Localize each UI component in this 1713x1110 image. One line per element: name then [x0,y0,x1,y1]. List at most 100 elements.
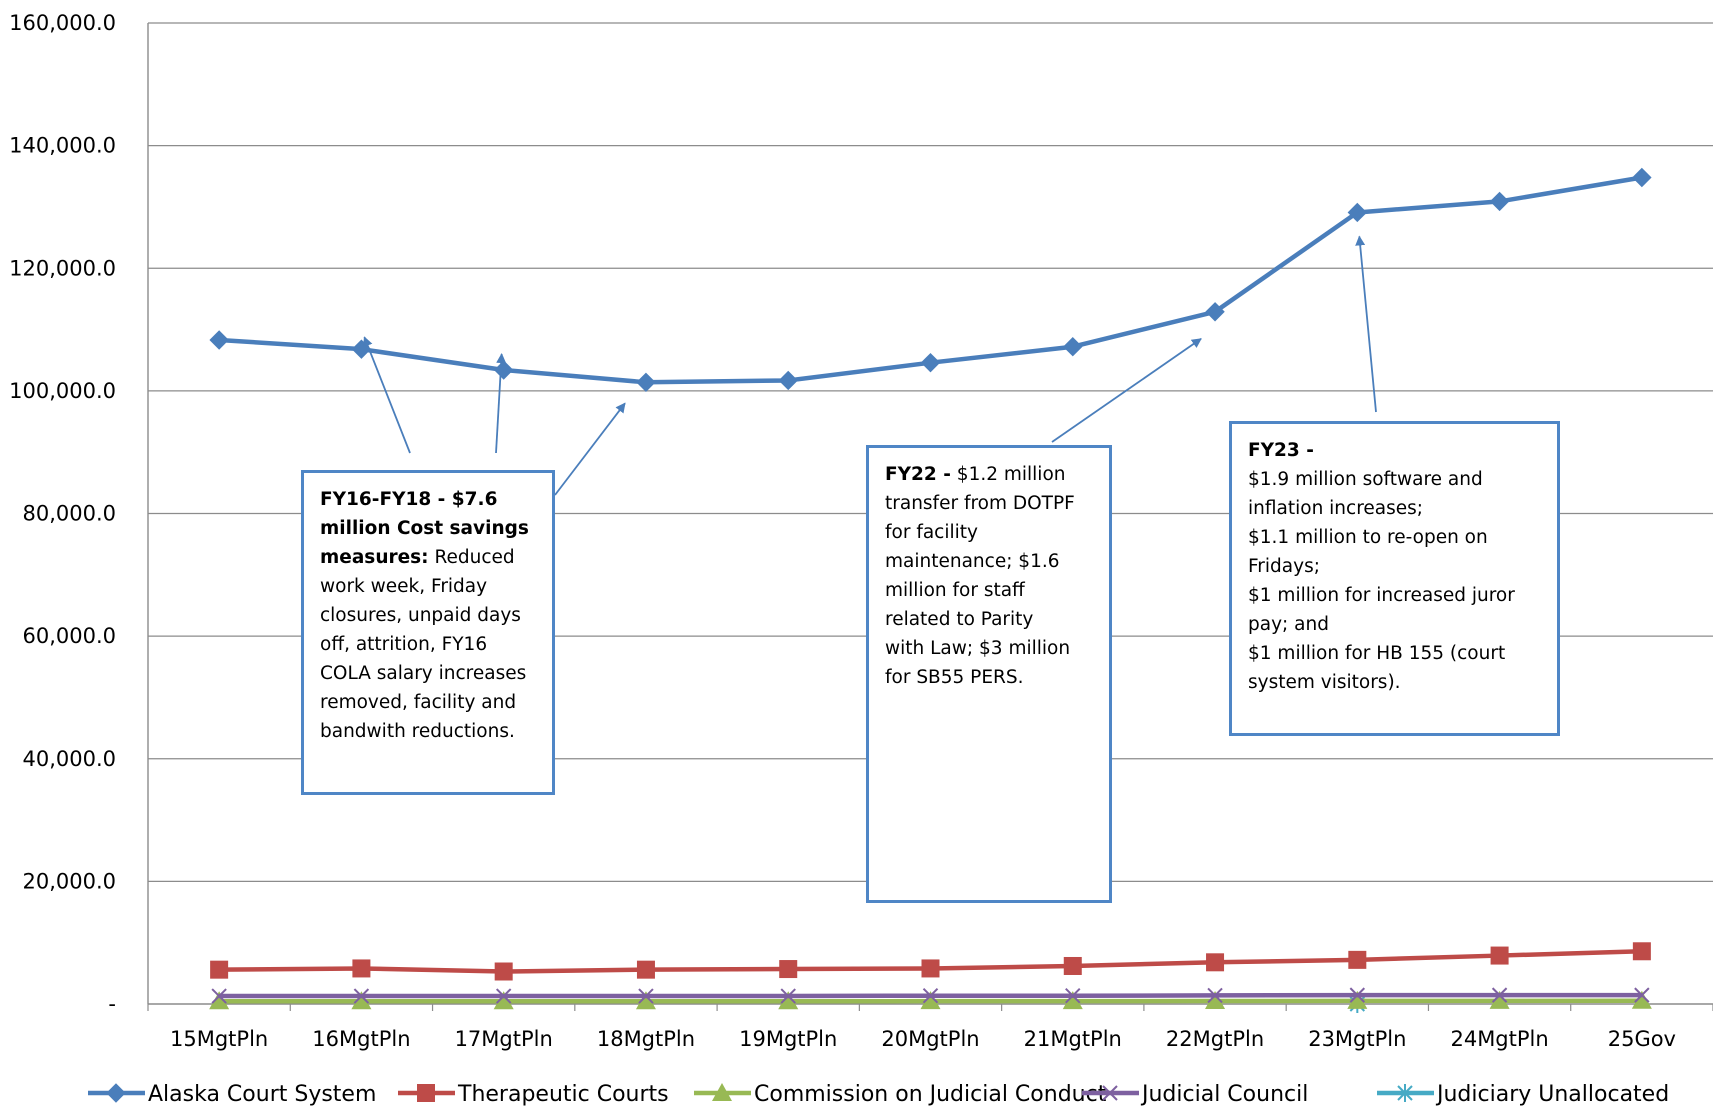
annotation-line: $1.9 million software and [1248,469,1483,490]
annotation-line: FY23 - [1248,440,1314,461]
annotation-line: closures, unpaid days [320,605,521,626]
series-line [218,175,1643,385]
data-point-marker [1065,988,1081,1004]
series [209,167,1652,1013]
legend-item: Judiciary Unallocated [1377,1082,1669,1107]
y-tick-label: 40,000.0 [22,747,116,771]
legend-label: Judiciary Unallocated [1435,1082,1669,1107]
annotation-line: FY22 - $1.2 million [885,464,1066,485]
x-tick-label: 24MgtPln [1450,1027,1548,1051]
x-tick-label: 18MgtPln [597,1027,695,1051]
data-point-marker [1489,990,1510,1009]
data-point-marker [106,1083,126,1103]
data-point-marker [1205,302,1225,322]
data-point-marker [922,988,939,1004]
data-point-marker [351,991,372,1010]
data-point-marker [353,988,370,1004]
annotation-line: $1.1 million to re-open on [1248,527,1488,548]
y-tick-label: 120,000.0 [9,256,116,280]
annotation-line: removed, facility and [320,692,517,713]
data-point-marker [1490,946,1509,965]
y-tick-label: 140,000.0 [9,134,116,158]
axes: - 20,000.0 40,000.0 60,000.0 80,000.0 100,000… [9,11,1713,1051]
annotation-fy16: FY16-FY18 - $7.6 million Cost savings me… [301,470,555,795]
data-point-marker [636,960,655,979]
data-point-marker [494,962,513,981]
legend-item: Commission on Judicial Conduct [694,1082,1107,1107]
data-point-marker [493,360,514,380]
annotation-line: bandwith reductions. [320,721,515,742]
data-point-marker [209,991,230,1010]
legend: Alaska Court System Therapeutic Courts Com… [88,1082,1669,1107]
y-tick-label: 80,000.0 [22,502,116,526]
data-point-marker [921,959,940,978]
annotation-line: FY16-FY18 - $7.6 [320,489,498,510]
data-point-marker [1348,950,1367,969]
annotation-line: system visitors). [1248,672,1401,693]
data-point-marker [1063,337,1083,357]
data-point-marker [493,991,514,1010]
data-point-marker [778,370,798,391]
data-point-marker [779,960,798,979]
annotation-line: for facility [885,522,978,543]
data-point-marker [920,991,941,1010]
annotation-line: maintenance; $1.6 [885,551,1060,572]
annotation-line: related to Parity [885,609,1034,630]
annotation-arrow [1051,338,1202,443]
data-point-marker [210,960,229,979]
data-point-marker [1347,990,1368,1009]
annotation-line: pay; and [1248,614,1329,635]
callout-arrows [363,235,1377,496]
series-therapeutic-courts [210,942,1651,981]
data-point-marker [495,988,512,1004]
data-point-marker [351,339,372,359]
legend-label: Judicial Council [1140,1082,1308,1107]
data-point-marker [1205,991,1226,1010]
x-tick-label: 16MgtPln [312,1027,410,1051]
legend-item: Therapeutic Courts [398,1082,669,1107]
annotation-line: off, attrition, FY16 [320,634,488,655]
annotation-line: Fridays; [1248,556,1320,577]
data-point-marker [638,988,654,1004]
data-point-marker [1397,1084,1413,1102]
series-judicial-council [211,987,1650,1004]
annotation-arrow [1355,235,1377,413]
annotation-arrow [554,402,626,496]
x-tick-label: 19MgtPln [739,1027,837,1051]
data-point-marker [1063,956,1082,975]
annotation-line: work week, Friday [320,576,488,597]
data-point-marker [635,991,656,1010]
legend-item: Judicial Council [1082,1082,1308,1107]
data-point-marker [417,1084,435,1102]
annotation-line: COLA salary increases [320,663,527,684]
annotation-line: measures: Reduced [320,547,515,568]
data-point-marker [778,991,799,1010]
x-tick-label: 21MgtPln [1024,1027,1122,1051]
annotation-line: $1 million for HB 155 (court [1248,643,1506,664]
legend-label: Alaska Court System [148,1082,376,1107]
series-alaska-court-system [209,167,1652,392]
data-point-marker [1489,191,1510,212]
legend-label: Commission on Judicial Conduct [754,1082,1107,1107]
x-tick-label: 22MgtPln [1166,1027,1264,1051]
y-tick-label: 160,000.0 [9,11,116,35]
data-point-marker [1207,987,1223,1004]
annotation-line: inflation increases; [1248,498,1424,519]
data-point-marker [1632,167,1652,188]
data-point-marker [712,1083,732,1101]
annotation-fy23: FY23 - $1.9 million software and inflati… [1229,421,1560,736]
annotation-line: for SB55 PERS. [885,667,1024,688]
data-point-marker [1631,990,1652,1009]
y-tick-label: 20,000.0 [22,869,116,893]
y-tick-label: 100,000.0 [9,379,116,403]
y-tick-label: - [108,992,116,1016]
annotation-arrow [363,336,411,454]
data-point-marker [920,352,941,373]
legend-item: Alaska Court System [88,1082,376,1107]
data-point-marker [636,372,656,392]
data-point-marker [1632,942,1651,961]
data-point-marker [1347,202,1368,223]
data-point-marker [1349,987,1366,1003]
x-tick-label: 20MgtPln [881,1027,979,1051]
